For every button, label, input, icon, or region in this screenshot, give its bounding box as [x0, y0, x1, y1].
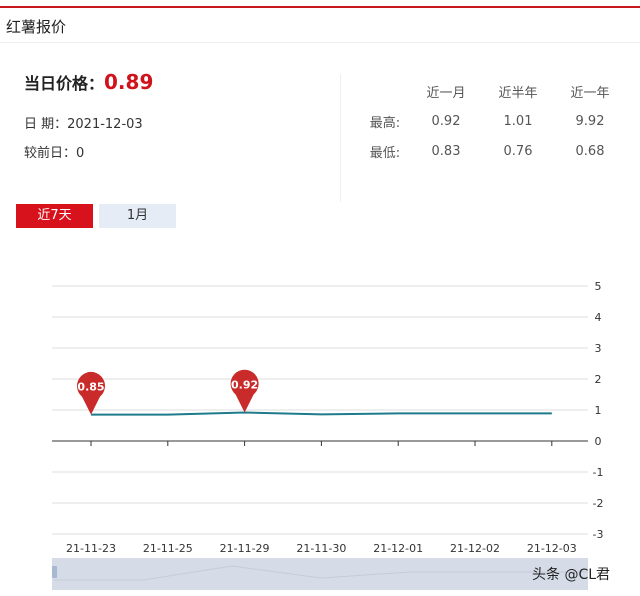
table-row: 最低: 0.83 0.76 0.68: [360, 136, 626, 166]
max-min-marker: [230, 369, 259, 413]
x-tick-label: 21-11-25: [143, 542, 193, 555]
x-tick-label: 21-11-29: [220, 542, 270, 555]
current-price-value: 0.89: [104, 70, 154, 94]
date-label: 日 期：: [24, 117, 68, 132]
change-row: 较前日：0: [24, 142, 84, 161]
current-price-label: 当日价格：: [24, 74, 105, 93]
y-tick-label: 3: [595, 342, 602, 355]
marker-label: 0.85: [77, 381, 104, 394]
cell: 0.83: [431, 143, 461, 159]
cell: 0.68: [575, 143, 605, 159]
current-price: 当日价格：0.89: [24, 70, 153, 94]
watermark: 头条 @CL君: [532, 567, 611, 583]
table-row: 最高: 0.92 1.01 9.92: [360, 106, 626, 136]
x-tick-label: 21-12-01: [373, 542, 423, 555]
slider-handle: [52, 566, 57, 578]
date-row: 日 期：2021-12-03: [24, 113, 143, 132]
cell: 1.01: [503, 113, 533, 129]
y-tick-label: 1: [595, 404, 602, 417]
date-value: 2021-12-03: [67, 117, 143, 132]
y-tick-label: -1: [593, 466, 604, 479]
y-tick-label: 0: [595, 435, 602, 448]
stats-table: 近一月 近半年 近一年 最高: 0.92 1.01 9.92 最低: 0.83 0.76 0.6…: [360, 76, 626, 166]
y-tick-label: -2: [593, 497, 604, 510]
page-title: 红薯报价: [6, 18, 67, 36]
divider: [340, 74, 341, 202]
top-accent-bar: [0, 6, 640, 8]
tab-7-days[interactable]: 近7天: [16, 204, 93, 228]
x-tick-label: 21-11-23: [66, 542, 116, 555]
col-header: 近半年: [498, 85, 538, 101]
x-tick-label: 21-11-30: [296, 542, 346, 555]
row-label: 最高:: [369, 115, 401, 131]
divider: [0, 42, 640, 43]
change-label: 较前日：: [24, 146, 77, 161]
cell: 0.76: [503, 143, 533, 159]
y-tick-label: 4: [595, 311, 602, 324]
x-tick-label: 21-12-03: [527, 542, 577, 555]
y-tick-label: 2: [595, 373, 602, 386]
tab-1-month[interactable]: 1月: [99, 204, 176, 228]
cell: 0.92: [431, 113, 461, 129]
col-header: 近一月: [426, 85, 466, 101]
data-zoom-slider: [52, 558, 588, 590]
marker-label: 0.92: [231, 378, 258, 391]
row-label: 最低:: [369, 145, 401, 161]
cell: 9.92: [575, 113, 605, 129]
change-value: 0: [76, 146, 85, 161]
slider-preview: [54, 565, 588, 581]
col-header: 近一年: [570, 85, 610, 101]
max-min-marker: [76, 371, 106, 415]
y-tick-label: 5: [595, 280, 602, 293]
x-tick-label: 21-12-02: [450, 542, 500, 555]
y-tick-label: -3: [593, 528, 604, 541]
